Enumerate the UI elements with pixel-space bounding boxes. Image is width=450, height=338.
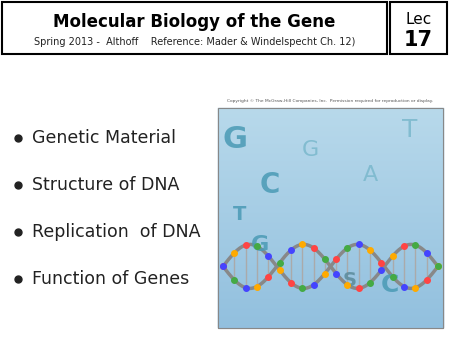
Text: T: T — [402, 118, 418, 142]
Text: Lec: Lec — [405, 13, 432, 27]
Text: Spring 2013 -  Althoff    Reference: Mader & Windelspecht Ch. 12): Spring 2013 - Althoff Reference: Mader &… — [34, 37, 355, 47]
Text: G: G — [302, 140, 319, 160]
Text: S: S — [343, 270, 357, 290]
Bar — [218, 108, 443, 328]
Text: A: A — [362, 165, 378, 185]
Bar — [2, 2, 387, 54]
Text: T: T — [233, 206, 247, 224]
Text: Function of Genes: Function of Genes — [32, 270, 189, 288]
Text: G: G — [251, 235, 269, 255]
Text: C: C — [381, 273, 399, 297]
Text: C: C — [260, 171, 280, 199]
Text: Structure of DNA: Structure of DNA — [32, 176, 180, 194]
Bar — [390, 2, 447, 54]
Text: G: G — [222, 125, 248, 154]
Bar — [218, 108, 443, 328]
Text: Replication  of DNA: Replication of DNA — [32, 223, 201, 241]
Text: Molecular Biology of the Gene: Molecular Biology of the Gene — [53, 13, 336, 31]
Text: 17: 17 — [404, 30, 433, 50]
Text: Genetic Material: Genetic Material — [32, 129, 176, 147]
Text: Copyright © The McGraw-Hill Companies, Inc.  Permission required for reproductio: Copyright © The McGraw-Hill Companies, I… — [227, 99, 433, 103]
